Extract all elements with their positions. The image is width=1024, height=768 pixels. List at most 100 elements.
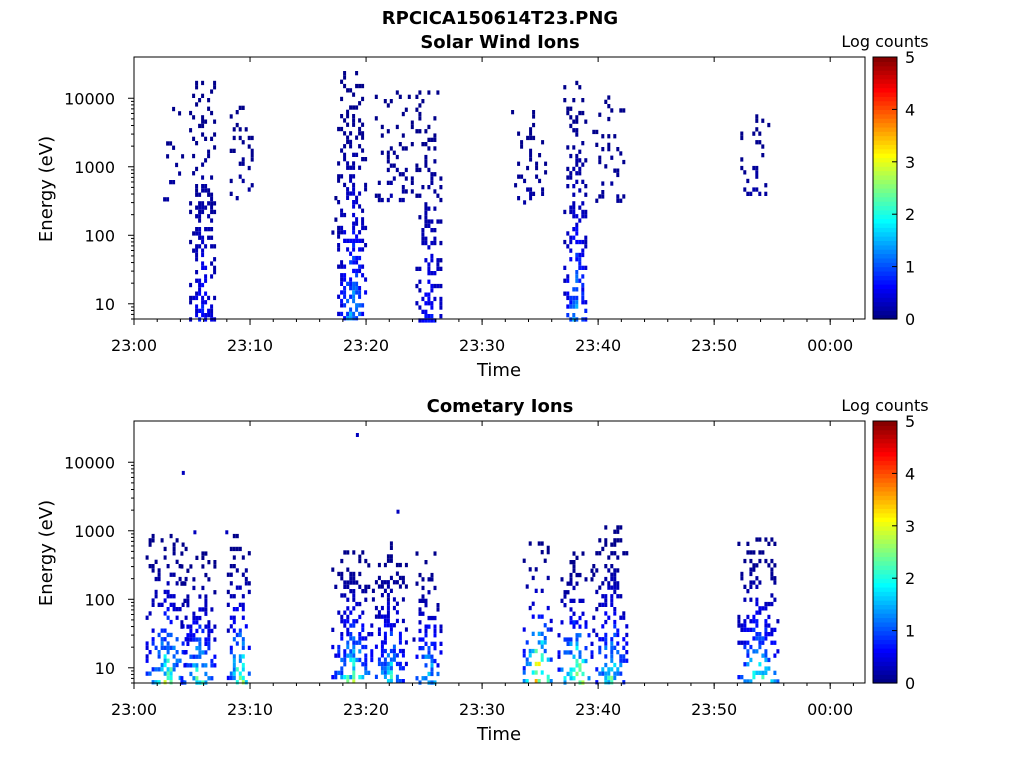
heatmap-cell — [377, 180, 381, 185]
heatmap-cell — [241, 140, 245, 145]
heatmap-cell — [377, 610, 381, 615]
heatmap-cell — [604, 671, 608, 676]
heatmap-cell — [427, 318, 431, 323]
heatmap-cell — [430, 172, 434, 177]
heatmap-cell — [172, 662, 176, 668]
heatmap-cell — [398, 666, 402, 671]
heatmap-cell — [377, 197, 381, 203]
heatmap-cell — [433, 641, 437, 646]
heatmap-cell — [358, 290, 362, 295]
heatmap-cell — [578, 149, 582, 154]
heatmap-cell — [192, 615, 196, 621]
heatmap-cell — [180, 564, 184, 569]
heatmap-cell — [166, 615, 170, 620]
heatmap-cell — [566, 106, 570, 111]
heatmap-cell — [773, 576, 777, 581]
heatmap-cell — [225, 530, 229, 535]
heatmap-cell — [166, 154, 170, 159]
heatmap-cell — [770, 593, 774, 598]
heatmap-cell — [358, 311, 362, 317]
heatmap-cell — [364, 157, 368, 162]
heatmap-cell — [755, 623, 759, 628]
heatmap-cell — [175, 650, 179, 655]
colorbar-segment — [873, 297, 897, 303]
heatmap-cell — [346, 550, 350, 555]
heatmap-cell — [343, 152, 347, 157]
colorbar-segment — [873, 57, 897, 62]
heatmap-cell — [192, 654, 196, 659]
heatmap-cell — [340, 558, 344, 564]
heatmap-cell — [157, 568, 161, 573]
heatmap-cell — [410, 142, 414, 147]
heatmap-cell — [767, 563, 771, 568]
heatmap-cell — [528, 653, 532, 658]
colorbar-segment — [873, 460, 897, 466]
heatmap-cell — [607, 142, 611, 147]
heatmap-cell — [740, 165, 744, 171]
heatmap-cell — [749, 558, 753, 564]
heatmap-cell — [383, 661, 387, 667]
heatmap-cell — [204, 188, 208, 193]
colorbar-segment — [873, 83, 897, 89]
heatmap-cell — [192, 620, 196, 625]
heatmap-cell — [154, 645, 158, 650]
heatmap-cell — [238, 161, 242, 166]
heatmap-cell — [247, 187, 251, 192]
heatmap-cell — [421, 611, 425, 616]
heatmap-cell — [532, 114, 536, 119]
heatmap-cell — [201, 123, 205, 129]
heatmap-cell — [522, 679, 526, 684]
heatmap-cell — [389, 648, 393, 654]
heatmap-cell — [340, 636, 344, 641]
heatmap-cell — [213, 85, 217, 90]
heatmap-cell — [773, 541, 777, 546]
heatmap-cell — [749, 619, 753, 624]
heatmap-cell — [364, 644, 368, 650]
heatmap-cell — [386, 597, 390, 602]
heatmap-cell — [746, 178, 750, 184]
heatmap-cell — [195, 85, 199, 90]
heatmap-cell — [160, 538, 164, 543]
heatmap-cell — [349, 286, 353, 291]
x-axis-ticks: 23:00 23:10 23:20 23:30 23:40 23:50 00:00 — [111, 421, 854, 719]
heatmap-cell — [361, 264, 365, 269]
heatmap-cell — [198, 218, 202, 223]
heatmap-cell — [560, 598, 564, 603]
heatmap-cell — [364, 657, 368, 663]
heatmap-cell — [575, 555, 579, 560]
heatmap-cell — [337, 243, 341, 248]
colorbar-segment — [873, 153, 897, 159]
heatmap-cell — [764, 666, 768, 671]
heatmap-cell — [569, 123, 573, 129]
y-tick-label: 1000 — [74, 522, 115, 541]
heatmap-cell — [613, 529, 617, 534]
heatmap-cell — [566, 175, 570, 180]
heatmap-cell — [578, 261, 582, 266]
heatmap-cell — [352, 593, 356, 598]
heatmap-cell — [610, 155, 614, 160]
heatmap-cell — [163, 555, 167, 560]
heatmap-cell — [241, 645, 245, 650]
heatmap-cell — [598, 194, 602, 199]
heatmap-cell — [361, 636, 365, 641]
heatmap-cell — [229, 178, 233, 184]
heatmap-cell — [563, 239, 567, 245]
heatmap-cell — [575, 257, 579, 262]
heatmap-cell — [361, 589, 365, 594]
heatmap-cell — [148, 650, 152, 655]
heatmap-cell — [529, 153, 533, 158]
colorbar-segment — [873, 538, 897, 544]
heatmap-cell — [740, 135, 744, 141]
heatmap-cell — [340, 212, 344, 218]
heatmap-cell — [584, 158, 588, 163]
heatmap-cell — [418, 279, 422, 284]
heatmap-cell — [195, 646, 199, 651]
heatmap-cell — [770, 567, 774, 572]
heatmap-cell — [427, 206, 431, 211]
heatmap-cell — [569, 257, 573, 262]
colorbar-segment — [873, 78, 897, 84]
heatmap-cell — [572, 304, 576, 309]
heatmap-cell — [528, 567, 532, 572]
heatmap-cell — [195, 80, 199, 86]
